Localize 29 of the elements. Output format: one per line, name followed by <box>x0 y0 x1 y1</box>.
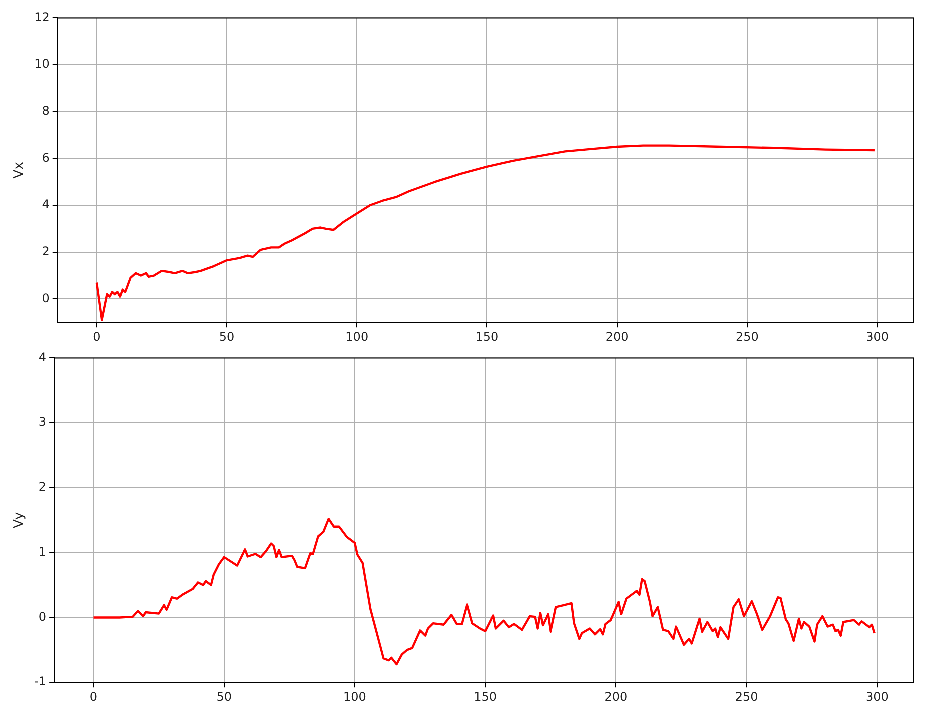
y-tick-label: -1 <box>34 674 47 689</box>
y-tick-label: 0 <box>42 291 50 306</box>
x-tick-label: 200 <box>604 690 628 704</box>
x-tick-label: 100 <box>344 690 366 704</box>
y-tick-label: 12 <box>34 10 50 24</box>
x-tick-label: 250 <box>736 330 759 344</box>
y-tick-label: 3 <box>38 415 47 430</box>
y-tick-label: 2 <box>38 480 47 494</box>
x-tick-label: 50 <box>219 330 235 344</box>
x-tick-label: 250 <box>735 690 758 704</box>
x-tick-label: 200 <box>606 330 629 344</box>
y-tick-label: 1 <box>38 544 47 559</box>
y-tick-label: 10 <box>34 57 50 72</box>
y-axis-title: Vx <box>12 162 28 179</box>
x-tick-label: 50 <box>216 690 232 704</box>
y-tick-label: 2 <box>42 244 50 258</box>
x-tick-label: 300 <box>866 330 890 344</box>
x-tick-label: 300 <box>866 690 889 704</box>
y-axis-title: Vy <box>12 512 28 529</box>
x-tick-label: 0 <box>90 690 98 704</box>
y-tick-label: 4 <box>38 350 47 364</box>
x-tick-label: 150 <box>476 330 499 344</box>
y-tick-label: 8 <box>42 104 50 118</box>
x-tick-label: 100 <box>346 330 369 344</box>
y-tick-label: 4 <box>42 198 50 212</box>
y-tick-label: 0 <box>38 610 47 624</box>
x-tick-label: 0 <box>93 330 101 344</box>
x-tick-label: 150 <box>474 690 498 704</box>
y-tick-label: 6 <box>42 150 50 165</box>
